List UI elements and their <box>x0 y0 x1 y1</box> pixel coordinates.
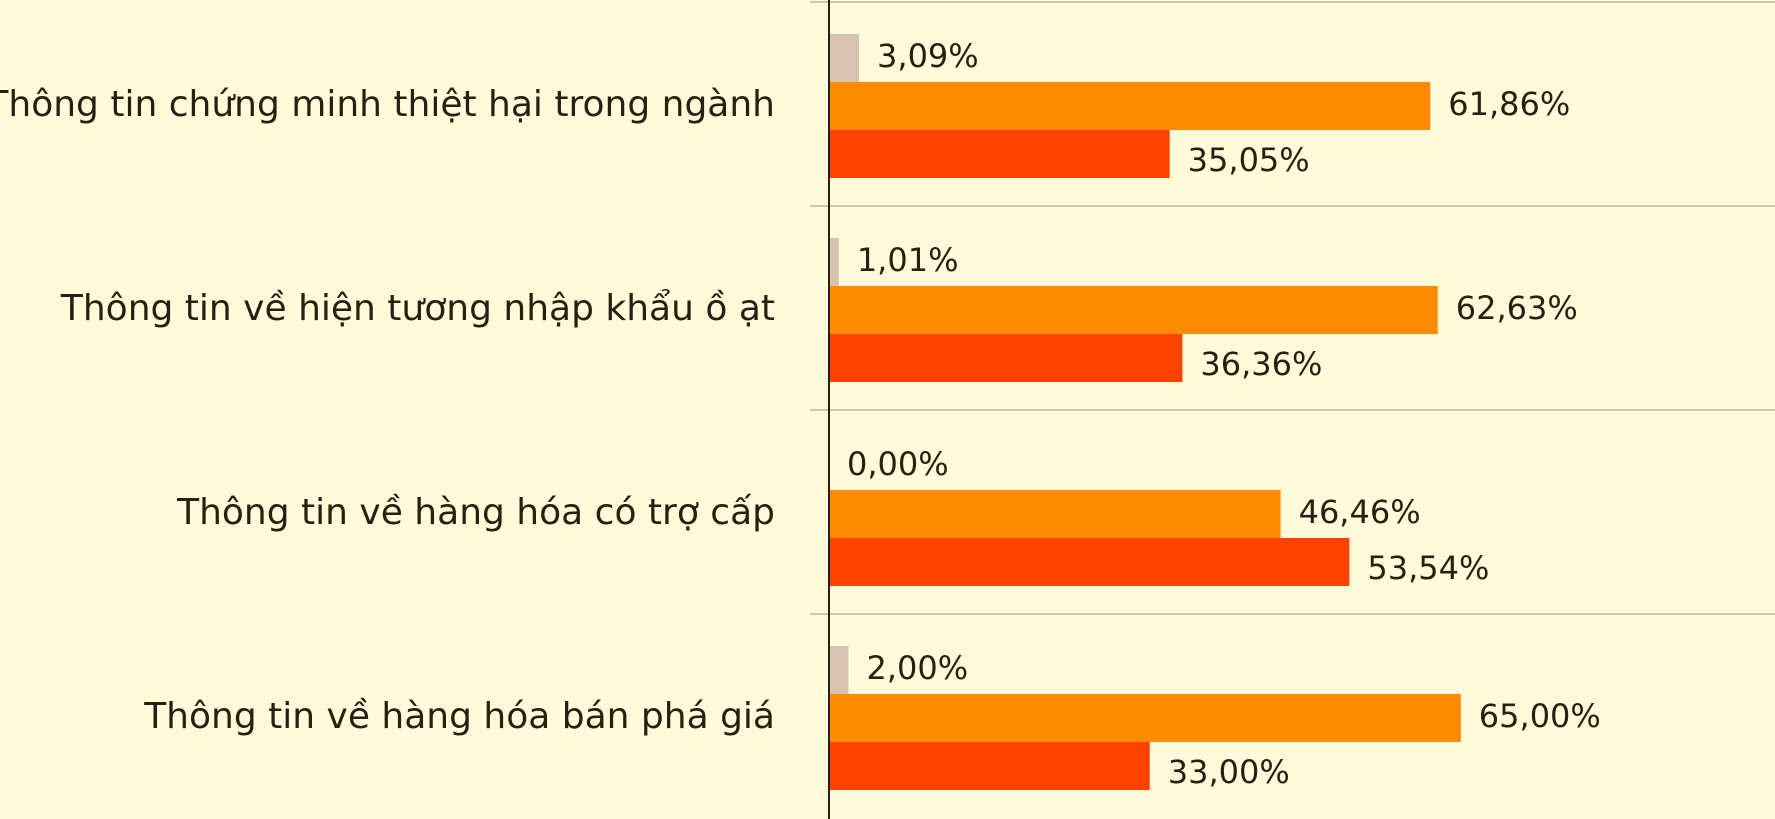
bar <box>829 34 860 82</box>
category-label: Thông tin về hàng hóa có trợ cấp <box>176 492 775 533</box>
value-label: 36,36% <box>1200 345 1322 383</box>
value-label: 46,46% <box>1299 493 1421 531</box>
category-label: Thông tin về hàng hóa bán phá giá <box>143 696 775 737</box>
bar <box>829 286 1438 334</box>
value-label: 53,54% <box>1367 549 1489 587</box>
bar <box>829 694 1461 742</box>
value-label: 3,09% <box>877 37 979 75</box>
value-label: 0,00% <box>847 445 949 483</box>
category-label: Thông tin về hiện tương nhập khẩu ồ ạt <box>60 288 775 329</box>
bar <box>829 334 1183 382</box>
value-label: 61,86% <box>1448 85 1570 123</box>
bar <box>829 538 1350 586</box>
value-label: 65,00% <box>1479 697 1601 735</box>
bar <box>829 490 1281 538</box>
value-label: 2,00% <box>866 649 968 687</box>
value-label: 1,01% <box>857 241 959 279</box>
value-label: 35,05% <box>1188 141 1310 179</box>
bar <box>829 742 1150 790</box>
bar <box>829 130 1170 178</box>
value-label: 62,63% <box>1456 289 1578 327</box>
bar <box>829 82 1431 130</box>
category-label: Thông tin chứng minh thiệt hại trong ngà… <box>0 84 775 125</box>
bar <box>829 238 839 286</box>
value-label: 33,00% <box>1168 753 1290 791</box>
bar <box>829 646 849 694</box>
